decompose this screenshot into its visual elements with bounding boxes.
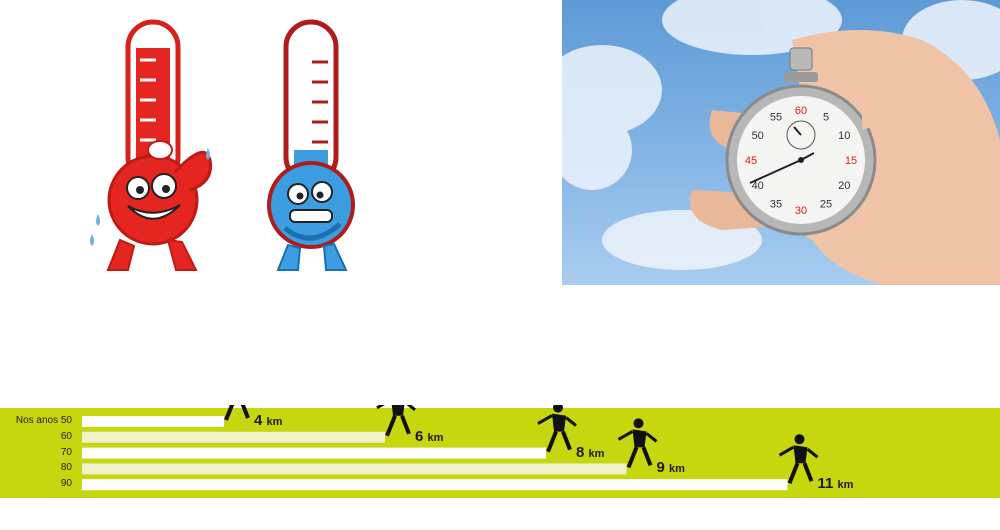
- distance-number: 9: [656, 459, 670, 477]
- stopwatch-photo: 6051015202530354045505530510152025: [562, 0, 1000, 285]
- football-player-icon: [537, 405, 577, 453]
- distance-unit: km: [669, 463, 685, 476]
- stopwatch-icon: 6051015202530354045505530510152025: [725, 47, 877, 236]
- dial-number: 45: [745, 155, 757, 167]
- decade-label: 90: [60, 478, 72, 490]
- football-player-icon: [778, 434, 819, 484]
- distance-number: 11: [817, 475, 838, 493]
- decade-label: 80: [60, 462, 72, 474]
- thermometers-illustration: [0, 0, 560, 285]
- dial-number: 10: [838, 130, 850, 142]
- dial-number: 35: [770, 198, 782, 210]
- thumb-shape: [862, 70, 897, 130]
- distance-bar: [82, 479, 788, 491]
- dial-number: 40: [752, 180, 764, 192]
- distance-unit: km: [427, 431, 444, 444]
- dial-number: 25: [820, 198, 832, 210]
- decade-label: Nos anos 50: [15, 415, 72, 426]
- distance-bar: [82, 416, 224, 427]
- football-player-icon: [617, 418, 658, 469]
- distance-value: 6 km: [415, 428, 443, 445]
- distance-number: 4: [254, 412, 267, 429]
- distance-chart: Nos anos 50 4 km 60 6 km 70 8 km 80 9 km 90 11 km: [0, 405, 1000, 530]
- dial-number: 5: [823, 112, 829, 124]
- distance-value: 9 km: [657, 459, 685, 476]
- dial-number: 50: [752, 130, 764, 142]
- distance-value: 8 km: [576, 444, 604, 461]
- cold-thermometer-icon: [267, 19, 355, 271]
- dial-number: 60: [795, 105, 807, 117]
- decade-label: 70: [60, 446, 72, 458]
- hot-thermometer-icon: [90, 19, 213, 271]
- dial-number: 55: [770, 112, 782, 124]
- distance-number: 6: [415, 427, 428, 445]
- decade-label: 60: [60, 430, 72, 442]
- dial-number: 30: [795, 205, 807, 217]
- distance-bar: [82, 431, 385, 443]
- distance-value: 11 km: [818, 475, 854, 492]
- distance-value: 4 km: [254, 412, 282, 429]
- distance-bar: [82, 447, 546, 459]
- football-player-icon: [224, 405, 250, 421]
- dial-number: 15: [845, 155, 857, 167]
- football-player-icon: [376, 405, 416, 437]
- dial-number: 20: [838, 180, 850, 192]
- distance-unit: km: [588, 447, 605, 460]
- distance-number: 8: [576, 443, 589, 461]
- distance-bar: [82, 463, 627, 475]
- distance-unit: km: [837, 479, 854, 492]
- distance-unit: km: [266, 416, 283, 428]
